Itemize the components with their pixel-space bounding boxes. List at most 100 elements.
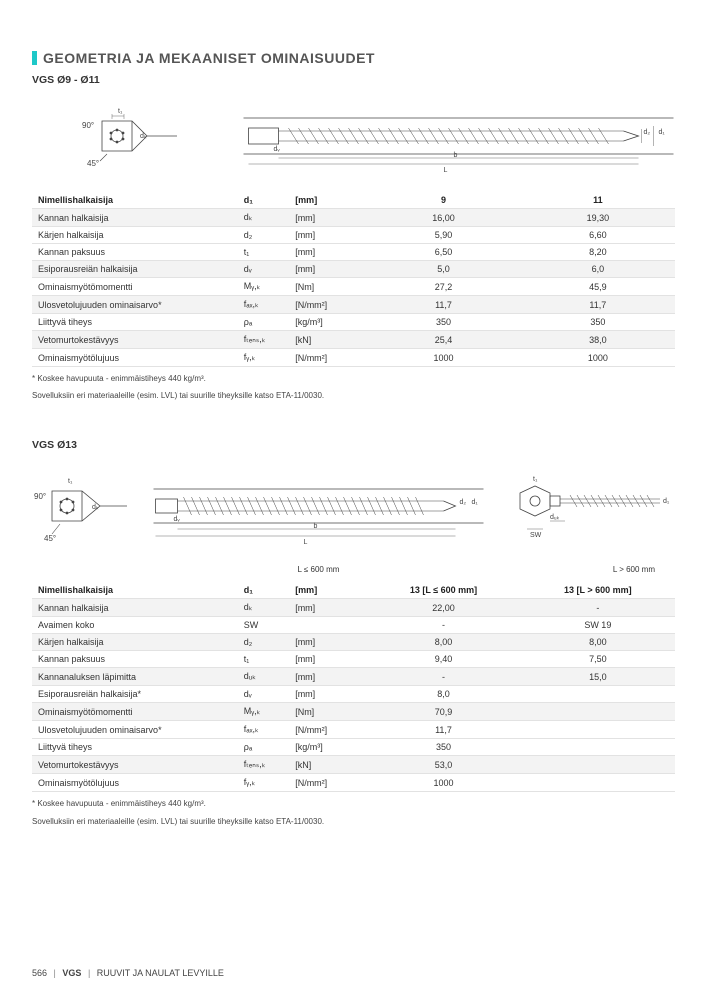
th-param: Nimellishalkaisija xyxy=(32,192,238,209)
label-d2: d₂ xyxy=(644,129,651,136)
table-cell: Liittyvä tiheys xyxy=(32,314,238,331)
table-cell xyxy=(521,703,675,721)
label-45-b: 45° xyxy=(44,534,56,543)
label-d1-c: d₁ xyxy=(663,498,670,505)
page-title: GEOMETRIA JA MEKAANISET OMINAISUUDET xyxy=(43,50,375,66)
table-cell: 1000 xyxy=(521,349,675,367)
table-vgs9-11: Nimellishalkaisija d₁ [mm] 9 11 Kannan h… xyxy=(32,192,675,367)
table-cell: Kannan halkaisija xyxy=(32,209,238,227)
label-L-b: L xyxy=(304,539,308,546)
table-cell: [N/mm²] xyxy=(289,296,366,314)
label-dv-b: dᵥ xyxy=(174,516,181,523)
th-sym: d₁ xyxy=(238,192,289,209)
table-cell xyxy=(521,756,675,774)
table-row: Kärjen halkaisijad₂[mm]8,008,00 xyxy=(32,634,675,651)
table-cell: dᵥ xyxy=(238,261,289,278)
table-cell: 7,50 xyxy=(521,651,675,668)
table-cell: fₜₑₙₛ,ₖ xyxy=(238,756,289,774)
label-45: 45° xyxy=(87,159,99,168)
table-cell: 6,60 xyxy=(521,227,675,244)
screw-body-diagram: dᵥ b L d₂ d₁ xyxy=(242,96,675,176)
th2-col2: 13 [L > 600 mm] xyxy=(521,582,675,599)
table-row: Ominaismyötölujuusfᵧ,ₖ[N/mm²]10001000 xyxy=(32,349,675,367)
footnote-1b: Sovelluksiin eri materiaaleille (esim. L… xyxy=(32,390,675,401)
label-dk: dₖ xyxy=(140,133,147,140)
screw-body-13: dᵥ b L d₂ d₁ xyxy=(142,461,495,561)
table-row: Liittyvä tiheysρₐ[kg/m³]350350 xyxy=(32,314,675,331)
screw-hex-head-13: t₁ dᵤₖ SW d₁ xyxy=(495,461,675,561)
label-d1: d₁ xyxy=(659,129,666,136)
table-cell xyxy=(289,617,366,634)
table-row: Vetomurtokestävyysfₜₑₙₛ,ₖ[kN]53,0 xyxy=(32,756,675,774)
table-cell: 9,40 xyxy=(366,651,520,668)
table-cell: [N/mm²] xyxy=(289,349,366,367)
label-d1-b: d₁ xyxy=(472,499,479,506)
table-vgs13: Nimellishalkaisija d₁ [mm] 13 [L ≤ 600 m… xyxy=(32,582,675,792)
table-cell: fₐₓ,ₖ xyxy=(238,721,289,739)
table-cell: [kg/m³] xyxy=(289,314,366,331)
table-cell: - xyxy=(366,668,520,686)
table-cell: [mm] xyxy=(289,651,366,668)
label-t1: t₁ xyxy=(118,108,123,115)
table-cell: 16,00 xyxy=(366,209,520,227)
table-cell xyxy=(521,721,675,739)
table-cell: 70,9 xyxy=(366,703,520,721)
table-row: OminaismyötömomenttiMᵧ,ₖ[Nm]27,245,9 xyxy=(32,278,675,296)
table-cell: ρₐ xyxy=(238,739,289,756)
table-cell: 15,0 xyxy=(521,668,675,686)
table-cell: fₜₑₙₛ,ₖ xyxy=(238,331,289,349)
table-row: Ulosvetolujuuden ominaisarvo*fₐₓ,ₖ[N/mm²… xyxy=(32,296,675,314)
table-cell: 19,30 xyxy=(521,209,675,227)
table-cell: SW 19 xyxy=(521,617,675,634)
table-row: Ominaismyötölujuusfᵧ,ₖ[N/mm²]1000 xyxy=(32,774,675,792)
table-cell: d₂ xyxy=(238,227,289,244)
label-b-b: b xyxy=(314,523,318,530)
table-cell: 350 xyxy=(521,314,675,331)
table-cell: 53,0 xyxy=(366,756,520,774)
table-cell: Liittyvä tiheys xyxy=(32,739,238,756)
table-cell: 38,0 xyxy=(521,331,675,349)
th2-unit: [mm] xyxy=(289,582,366,599)
table-cell: 45,9 xyxy=(521,278,675,296)
table-cell: [mm] xyxy=(289,227,366,244)
caption-left: L ≤ 600 mm xyxy=(142,565,495,574)
table-cell: 11,7 xyxy=(366,721,520,739)
table-cell: Mᵧ,ₖ xyxy=(238,703,289,721)
table-cell: fᵧ,ₖ xyxy=(238,774,289,792)
label-sw: SW xyxy=(530,532,542,539)
label-t1-b: t₁ xyxy=(68,478,73,485)
table-cell: 1000 xyxy=(366,349,520,367)
table-cell: dᵤₖ xyxy=(238,668,289,686)
table-row: Esiporausreiän halkaisijadᵥ[mm]5,06,0 xyxy=(32,261,675,278)
table-cell: [mm] xyxy=(289,599,366,617)
table-cell: [Nm] xyxy=(289,278,366,296)
table-cell: 27,2 xyxy=(366,278,520,296)
table-cell: Mᵧ,ₖ xyxy=(238,278,289,296)
table-cell: Avaimen koko xyxy=(32,617,238,634)
th-col1: 9 xyxy=(366,192,520,209)
table-cell: [mm] xyxy=(289,209,366,227)
table-cell: Kannan halkaisija xyxy=(32,599,238,617)
label-90: 90° xyxy=(82,121,94,130)
table-cell: 25,4 xyxy=(366,331,520,349)
label-90-b: 90° xyxy=(34,492,46,501)
table-cell: [N/mm²] xyxy=(289,774,366,792)
table-cell: [mm] xyxy=(289,244,366,261)
table-row: Esiporausreiän halkaisija*dᵥ[mm]8,0 xyxy=(32,686,675,703)
label-t1-c: t₁ xyxy=(533,476,538,483)
footer-code: VGS xyxy=(62,968,81,978)
footnote-2b: Sovelluksiin eri materiaaleille (esim. L… xyxy=(32,816,675,827)
table-cell: Kannan paksuus xyxy=(32,244,238,261)
table-cell: 8,00 xyxy=(366,634,520,651)
diagram-vgs13: 90° t₁ dₖ 45° xyxy=(32,461,675,574)
table-cell: Ominaismyötölujuus xyxy=(32,774,238,792)
table-cell: - xyxy=(366,617,520,634)
table-cell: [kN] xyxy=(289,331,366,349)
footnote-2a: * Koskee havupuuta - enimmäistiheys 440 … xyxy=(32,798,675,809)
table-cell: SW xyxy=(238,617,289,634)
table-cell: Kärjen halkaisija xyxy=(32,634,238,651)
table-cell: t₁ xyxy=(238,244,289,261)
table-cell: Ulosvetolujuuden ominaisarvo* xyxy=(32,721,238,739)
table-cell: 8,20 xyxy=(521,244,675,261)
table-cell: Kärjen halkaisija xyxy=(32,227,238,244)
